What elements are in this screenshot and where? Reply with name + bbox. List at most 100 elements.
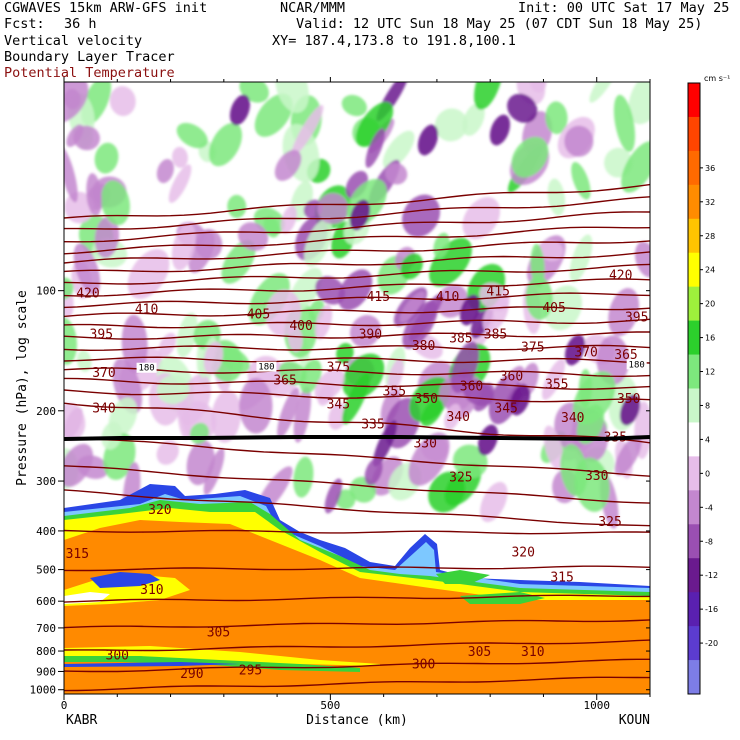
plot-frame: [63, 81, 651, 695]
theta-label: 360: [500, 369, 523, 384]
y-tick-label: 500: [36, 564, 56, 577]
theta-label: 300: [106, 648, 129, 663]
vertical-velocity-cell: [530, 243, 545, 289]
vertical-velocity-cell: [221, 240, 256, 284]
vertical-velocity-cell: [349, 315, 381, 348]
theta-label: 415: [486, 285, 509, 300]
vertical-velocity-cell: [355, 102, 394, 147]
vertical-velocity-cell: [76, 350, 92, 372]
vertical-velocity-cell: [434, 108, 468, 142]
vertical-velocity-cell: [324, 478, 343, 514]
vertical-velocity-cell: [608, 288, 640, 337]
vertical-velocity-cell: [203, 447, 225, 496]
vertical-velocity-cell: [545, 101, 568, 135]
theta-line: [64, 594, 650, 603]
vertical-velocity-cell: [101, 421, 122, 450]
theta-label: 310: [521, 645, 544, 660]
colorbar-swatch: [688, 422, 700, 457]
theta-line: [64, 489, 650, 527]
theta-label: 415: [367, 290, 390, 305]
theta-label: 355: [545, 378, 568, 393]
theta-label: 315: [550, 570, 573, 585]
chart-title: CGWAVES 15km ARW-GFS init: [4, 0, 208, 16]
theta-line: [64, 565, 650, 572]
colorbar-swatch: [688, 218, 700, 254]
theta-label: 300: [412, 658, 435, 673]
vertical-velocity-cell: [314, 304, 333, 340]
vertical-velocity-cell: [121, 314, 148, 374]
vertical-velocity-cell: [408, 293, 444, 341]
vertical-velocity-cell: [614, 435, 642, 476]
vertical-velocity-cell: [315, 276, 346, 305]
vertical-velocity-cell: [64, 317, 77, 365]
vertical-velocity-cell: [373, 420, 397, 467]
colorbar-swatch: [688, 592, 700, 627]
theta-label: 325: [449, 470, 472, 485]
vertical-velocity-cell: [168, 164, 192, 203]
theta-label: 365: [273, 374, 296, 389]
forecast-label: Fcst:: [4, 16, 45, 32]
vertical-velocity-cell: [402, 194, 441, 237]
vertical-velocity-cell: [338, 269, 373, 311]
colorbar-label: -4: [705, 503, 713, 512]
colorbar-label: 24: [705, 266, 715, 275]
theta-line: [64, 402, 650, 444]
vertical-velocity-cell: [365, 128, 385, 168]
colorbar-label: -16: [705, 605, 718, 614]
vertical-velocity-core: [619, 394, 641, 426]
colorbar-swatch: [688, 388, 700, 423]
theta-label: 420: [76, 286, 99, 301]
theta-line: [64, 676, 650, 692]
theta-label: 350: [415, 392, 438, 407]
vertical-velocity-cell: [428, 471, 466, 513]
theta-line: [64, 619, 650, 629]
theta-line: [64, 226, 650, 255]
theta-label: 400: [289, 319, 312, 334]
vertical-velocity-cell: [227, 194, 247, 219]
vertical-velocity-core: [477, 424, 499, 456]
colorbar-swatch: [688, 456, 700, 491]
vertical-velocity-cell: [64, 88, 81, 110]
vertical-velocity-cell: [94, 142, 119, 174]
theta-line: [64, 465, 650, 504]
theta-label: 315: [66, 547, 89, 562]
theta-label: 330: [413, 436, 436, 451]
theta-label: 295: [239, 664, 262, 679]
vertical-velocity-cell: [64, 146, 78, 203]
x-axis: 0 500 1000: [61, 77, 651, 712]
vertical-velocity-cell: [328, 402, 347, 430]
vertical-velocity-core: [349, 199, 371, 231]
vertical-velocity-cell: [86, 173, 102, 217]
vertical-velocity-cell: [444, 403, 461, 430]
vertical-velocity-cell: [73, 243, 101, 296]
theta-line: [64, 183, 650, 219]
vertical-velocity-core: [417, 124, 439, 156]
tracer-label: 180: [629, 360, 645, 370]
vertical-velocity-cell: [112, 358, 143, 415]
theta-line: [64, 389, 650, 403]
theta-line: [64, 344, 650, 352]
field-label-boundary-layer-tracer: Boundary Layer Tracer: [4, 49, 175, 65]
vertical-velocity-cell: [265, 289, 302, 336]
x-tick-label: 500: [320, 699, 340, 712]
vertical-velocity-cell: [101, 180, 130, 226]
vertical-velocity-cell: [589, 82, 618, 103]
vertical-velocity-cell: [275, 82, 309, 113]
vertical-velocity-cell: [203, 341, 224, 375]
theta-label: 340: [446, 410, 469, 425]
vertical-velocity-cell: [317, 193, 349, 225]
theta-label: 385: [484, 327, 507, 342]
vertical-velocity-cell: [387, 358, 404, 394]
color-bar: -20 -16 -12 -8 -4 0 4 8 12 16 20 24 28 32 36: [687, 82, 718, 695]
vertical-velocity-cell: [364, 458, 383, 486]
vertical-velocity-cell: [156, 375, 190, 404]
colorbar-swatch: [688, 320, 700, 356]
y-tick-label: 800: [36, 645, 56, 658]
colorbar-swatch: [688, 252, 700, 288]
y-axis: 100 200 300 400 500 600 700 800 900 1000: [30, 285, 650, 697]
vertical-velocity-core: [229, 94, 251, 126]
vertical-velocity-cell: [541, 358, 566, 400]
vertical-velocity-core: [509, 384, 531, 416]
vertical-velocity-cell: [248, 273, 290, 326]
colorbar-swatch: [688, 558, 700, 593]
